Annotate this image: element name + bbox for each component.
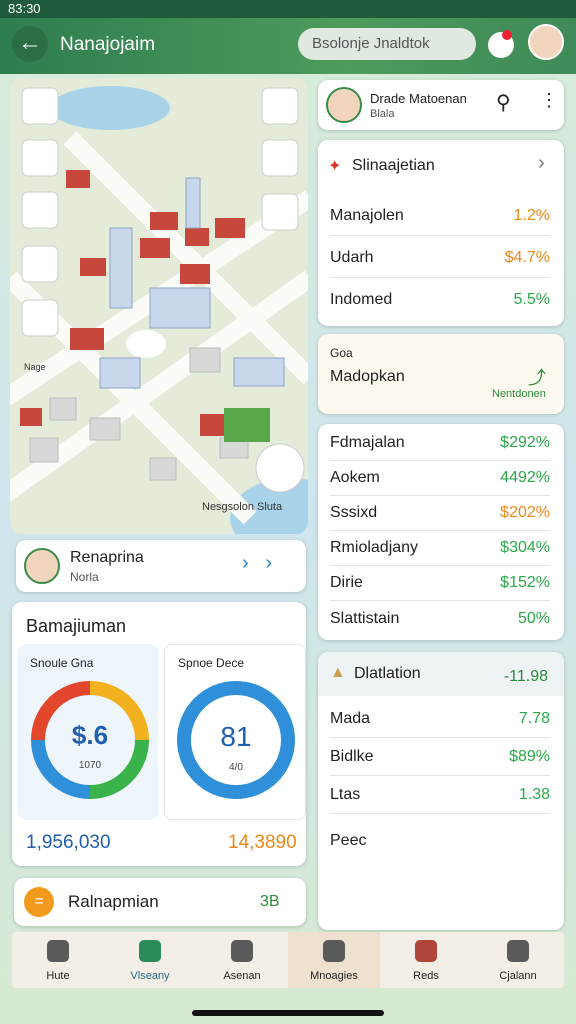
gauge-total: 1,956,030 [26,832,111,853]
gauge-total: 14,3890 [228,832,297,853]
row-label: Rmioladjany [330,539,419,556]
search-text: Bsolonje Jnaldtok [312,35,430,52]
gauge: 81 4/0 [177,681,295,799]
gauge-label: Spnoe Dece [178,656,245,670]
row-value: $292% [500,434,550,451]
user-name: Drade Matoenan [370,91,467,106]
map: Nage Nesgsolon Sluta [10,78,308,534]
nav-item[interactable]: Vlseany [104,932,196,988]
nav-label: Asenan [223,970,261,982]
nav-label: Hute [46,970,70,982]
app-header: ← Nanajojaim Bsolonje Jnaldtok [0,18,576,74]
home-indicator [192,1010,384,1016]
gauge-label: Snoule Gna [30,656,94,670]
row-label: Udarh [330,248,374,266]
row-value: 7.78 [518,709,550,727]
row-label: Slattistain [330,609,400,627]
user-card[interactable]: Drade Matoenan Blala ⚲ ⋮ [318,80,564,130]
menu-icon[interactable]: ⋮ [540,90,558,110]
nav-label: Cjalann [499,970,537,982]
row-value: $152% [500,574,550,591]
row-label: Manajolen [330,206,404,224]
row-value: $4.7% [504,248,550,266]
stats-card: ✦ Slinaajetian › Manajolen 1.2% Udarh $4.7… [318,140,564,326]
row-value: 5.5% [513,291,550,308]
nav-label: Mnoagies [310,970,358,982]
search-bar[interactable]: Bsolonje Jnaldtok [298,28,476,60]
bottom-value: 3B [260,893,280,910]
bottom-nav: Hute Vlseany Asenan Mnoagies Reds Cjalan… [12,932,564,988]
row-label: Dirie [330,574,363,591]
row-value: 4492% [500,469,550,486]
row-label: Bidlke [330,747,374,765]
nav-item[interactable]: Reds [380,932,472,988]
row-value: $202% [500,504,550,521]
profile-name: Renaprina [70,549,144,566]
row-label: Aokem [330,469,380,486]
status-bar: 83:30 [0,0,576,18]
promo-link[interactable]: Nentdonen [492,388,546,400]
detail-value: -11.98 [503,668,548,685]
header-title: Nanajojaim [60,34,156,55]
profile-card[interactable]: Renaprina Norla › › [16,540,306,592]
status-time: 83:30 [8,1,41,16]
row-label: Sssixd [330,504,378,521]
notification-button[interactable] [488,30,514,58]
row-value: 50% [517,609,550,627]
gauge: $.6 1070 [31,681,149,799]
search-icon[interactable]: ⚲ [496,92,511,114]
row-value: 1.38 [518,785,550,803]
nav-label: Reds [413,970,439,982]
list-card: Fdmajalan $292% Aokem 4492% Sssixd $202% Rm… [318,424,564,640]
nav-item[interactable]: Mnoagies [288,932,380,988]
bottom-card[interactable]: = Ralnapmian 3B [14,878,306,926]
row-label: Peec [330,832,367,849]
row-value: 1.2% [513,206,550,224]
nav-item[interactable]: Cjalann [472,932,564,988]
row-value: $304% [500,539,550,556]
nav-item[interactable]: Asenan [196,932,288,988]
summary-title: Bamajiuman [26,616,127,636]
row-label: Fdmajalan [330,434,405,451]
row-value: $89% [509,747,550,765]
nav-label: Vlseany [130,970,170,982]
map-label: Nesgsolon Sluta [202,501,283,513]
nav-item[interactable]: Hute [12,932,104,988]
gauge-sub: 4/0 [229,762,243,773]
map-label: Nage [24,362,46,372]
promo-tag: Goa [330,346,353,360]
promo-title: Madopkan [330,368,405,385]
user-subtitle: Blala [370,108,395,120]
avatar[interactable] [528,24,564,60]
gauge-center: $.6 [72,720,108,750]
row-label: Ltas [330,785,361,803]
back-button[interactable]: ← [12,26,48,62]
stats-title: Slinaajetian [352,157,435,174]
gauge-sub: 1070 [79,760,102,771]
bottom-label: Ralnapmian [68,892,159,911]
gauge-center: 81 [220,721,251,752]
detail-card: ▲ Dlatlation -11.98 Mada 7.78 Bidlke $89% … [318,652,564,930]
summary-card: Bamajiuman Snoule Gna Spnoe Dece $.6 107… [12,602,306,866]
profile-subtitle: Norla [70,570,99,584]
row-label: Mada [330,709,371,727]
promo-card[interactable]: Goa Madopkan ⤴ Nentdonen [318,334,564,414]
detail-title: Dlatlation [354,665,421,682]
stats-rows: Manajolen 1.2% Udarh $4.7% Indomed 5.5% [318,196,564,326]
row-label: Indomed [330,291,393,308]
